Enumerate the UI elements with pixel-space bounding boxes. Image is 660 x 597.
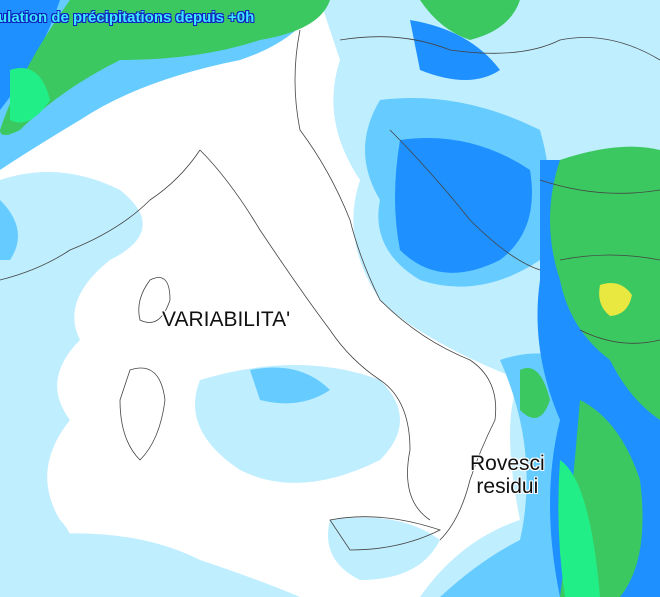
max-precip-spot [599, 282, 632, 316]
annotation-line-2: residui [476, 475, 539, 498]
bright-green-areas [10, 68, 600, 597]
map-title: ulation de précipitations depuis +0h [0, 9, 255, 26]
annotation-line-1: Rovesci [470, 452, 545, 475]
annotation-rovesci-residui: Rovesci residui [470, 452, 545, 498]
annotation-variabilita: VARIABILITA' [162, 308, 291, 331]
coastlines-borders [0, 29, 660, 551]
